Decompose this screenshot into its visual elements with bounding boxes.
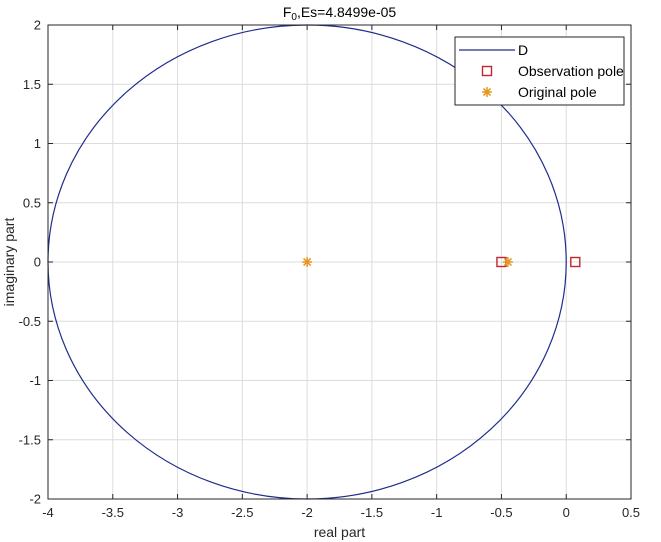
y-tick-label: -1.5 bbox=[19, 432, 41, 447]
y-tick-label: 1 bbox=[34, 136, 41, 151]
x-tick-label: -3 bbox=[172, 505, 184, 520]
original-pole-marker bbox=[502, 257, 513, 267]
pole-markers bbox=[302, 256, 581, 268]
x-axis-label: real part bbox=[314, 524, 365, 540]
y-tick-label: -1 bbox=[29, 373, 41, 388]
chart-title-main: F bbox=[283, 4, 292, 20]
chart-title-rest: ,Es=4.8499e-05 bbox=[297, 4, 396, 20]
y-tick-label: -2 bbox=[29, 492, 41, 507]
y-tick-label: -0.5 bbox=[19, 314, 41, 329]
y-axis-label: imaginary part bbox=[1, 218, 17, 307]
x-tick-label: 0 bbox=[563, 505, 570, 520]
legend-entry-d: D bbox=[518, 42, 528, 58]
x-tick-label: -1.5 bbox=[361, 505, 383, 520]
x-tick-label: -1 bbox=[431, 505, 443, 520]
chart-title: F0,Es=4.8499e-05 bbox=[283, 4, 397, 23]
axis-ticks: -4 -3.5 -3 -2.5 -2 -1.5 -1 -0.5 0 0.5 -2 -1.5 -1 -0.5… bbox=[19, 18, 640, 521]
observation-pole-marker bbox=[570, 256, 581, 268]
x-tick-label: -2.5 bbox=[231, 505, 253, 520]
legend-square-swatch bbox=[481, 65, 493, 77]
y-tick-label: 0 bbox=[34, 255, 41, 270]
chart-title-subscript: 0 bbox=[291, 12, 297, 23]
legend-entry-observation-pole: Observation pole bbox=[518, 63, 624, 79]
grid-lines bbox=[48, 25, 631, 499]
y-tick-label: 1.5 bbox=[23, 77, 41, 92]
x-tick-label: -3.5 bbox=[102, 505, 124, 520]
legend-entry-original-pole: Original pole bbox=[518, 84, 597, 100]
x-tick-label: -2 bbox=[301, 505, 313, 520]
x-tick-label: -0.5 bbox=[490, 505, 512, 520]
y-tick-label: 2 bbox=[34, 18, 41, 33]
original-pole-marker bbox=[302, 257, 313, 267]
x-tick-label: -4 bbox=[42, 505, 54, 520]
legend: D Observation pole Original pole bbox=[454, 36, 625, 106]
x-tick-label: 0.5 bbox=[622, 505, 640, 520]
y-tick-label: 0.5 bbox=[23, 195, 41, 210]
legend-asterisk-swatch bbox=[482, 87, 492, 97]
